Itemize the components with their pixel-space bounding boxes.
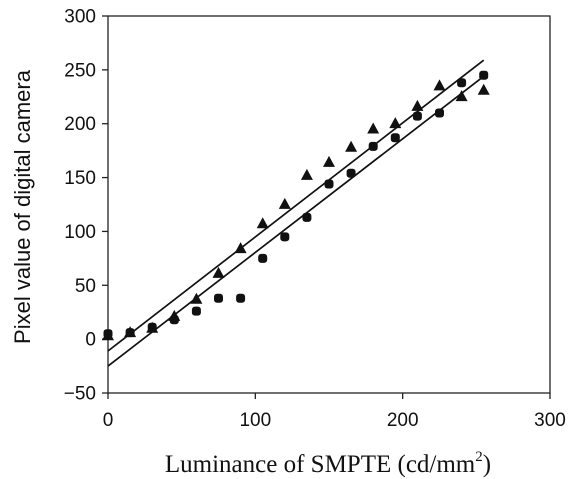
triangle-point bbox=[389, 117, 402, 129]
triangle-point bbox=[278, 197, 291, 209]
triangle-point bbox=[477, 83, 490, 95]
circle-point bbox=[236, 293, 246, 303]
y-axis: −50 0 50 100 150 200 250 300 bbox=[64, 7, 108, 405]
x-tick-label: 100 bbox=[239, 410, 271, 431]
y-tick-label: 150 bbox=[64, 168, 96, 189]
circle-point bbox=[457, 78, 467, 88]
triangle-point bbox=[345, 140, 358, 152]
regression-line bbox=[107, 59, 485, 352]
triangle-point bbox=[256, 217, 269, 229]
triangle-point bbox=[367, 122, 380, 134]
x-axis: 0 100 200 300 bbox=[103, 393, 566, 431]
x-tick-label: 200 bbox=[387, 410, 419, 431]
y-tick-label: 50 bbox=[75, 276, 96, 297]
x-axis-label-superscript: 2 bbox=[475, 449, 483, 465]
circle-point bbox=[346, 168, 356, 178]
circle-point bbox=[103, 329, 113, 339]
triangle-point bbox=[190, 292, 203, 304]
circle-point bbox=[191, 306, 201, 316]
data-points bbox=[102, 70, 490, 341]
circle-point bbox=[258, 253, 268, 263]
circle-point bbox=[368, 141, 378, 151]
triangle-point bbox=[455, 90, 468, 102]
circle-point bbox=[125, 328, 135, 338]
plot-area bbox=[107, 15, 551, 394]
x-axis-label-main: Luminance of SMPTE (cd/mm bbox=[165, 451, 476, 478]
x-axis-label-suffix: ) bbox=[483, 451, 491, 478]
triangle-point bbox=[300, 168, 313, 180]
x-tick-label: 300 bbox=[534, 410, 566, 431]
circle-point bbox=[435, 108, 444, 118]
triangle-point bbox=[323, 155, 335, 167]
circle-point bbox=[324, 179, 334, 189]
y-tick-label: −50 bbox=[64, 384, 96, 405]
triangle-point bbox=[411, 99, 424, 111]
regression-line bbox=[107, 75, 485, 367]
triangle-point bbox=[234, 242, 247, 254]
circle-point bbox=[302, 212, 312, 222]
circle-point bbox=[169, 315, 179, 325]
circle-point bbox=[479, 70, 489, 80]
circle-point bbox=[412, 111, 422, 121]
fit-lines bbox=[107, 59, 485, 367]
y-tick-label: 100 bbox=[64, 222, 96, 243]
y-axis-label: Pixel value of digital camera bbox=[10, 69, 35, 344]
triangle-point bbox=[212, 266, 225, 278]
y-tick-label: 200 bbox=[64, 114, 96, 135]
circle-point bbox=[390, 133, 400, 143]
circle-point bbox=[280, 232, 290, 242]
triangle-point bbox=[433, 79, 446, 91]
x-axis-label: Luminance of SMPTE (cd/mm2) bbox=[165, 449, 491, 478]
x-tick-label: 0 bbox=[103, 410, 114, 431]
y-tick-label: 0 bbox=[85, 330, 96, 351]
y-tick-label: 300 bbox=[64, 7, 96, 28]
y-tick-label: 250 bbox=[64, 60, 96, 81]
circle-point bbox=[147, 322, 157, 332]
plot-border bbox=[107, 15, 551, 394]
circle-point bbox=[214, 293, 223, 303]
